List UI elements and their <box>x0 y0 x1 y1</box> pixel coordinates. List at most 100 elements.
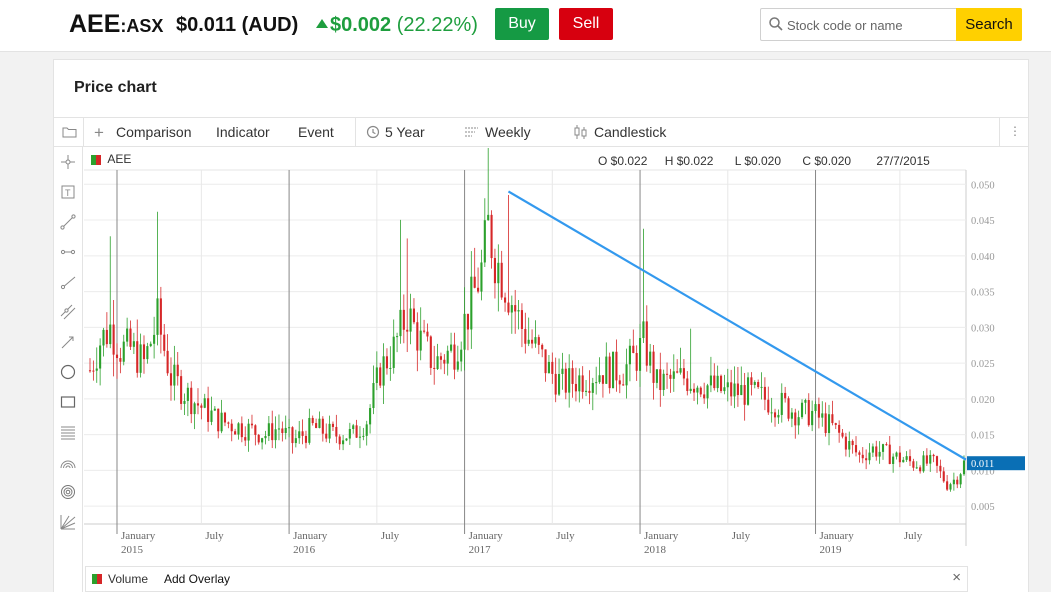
more-options-icon[interactable]: ⋮ <box>1009 124 1021 138</box>
chart-grid <box>84 169 967 546</box>
arrow-line-icon[interactable] <box>60 334 76 350</box>
fibonacci-icon[interactable] <box>60 424 76 440</box>
candle-down <box>426 331 429 337</box>
horizontal-line-icon[interactable] <box>60 244 76 260</box>
candle-up <box>527 339 530 344</box>
close-icon[interactable]: × <box>952 569 961 586</box>
candle-up <box>848 440 851 450</box>
candle-down <box>136 341 139 373</box>
fan-lines-icon[interactable] <box>60 514 76 530</box>
search-button[interactable]: Search <box>956 8 1022 41</box>
candle-down <box>338 436 341 445</box>
period-label: 5 Year <box>385 124 425 140</box>
candle-down <box>824 413 827 434</box>
candlestick-chart[interactable]: 0.050 0.045 0.040 0.035 0.030 0.025 0.020 0.015… <box>84 148 1028 564</box>
chart-style-label: Candlestick <box>594 124 667 140</box>
interval-selector[interactable]: Weekly <box>464 118 531 147</box>
candle-up <box>153 334 156 344</box>
candle-up <box>409 308 412 332</box>
y-tick-label: 0.025 <box>971 359 995 370</box>
card-title: Price chart <box>74 79 157 96</box>
candle-down <box>875 446 878 457</box>
candle-down <box>453 344 456 370</box>
candle-down <box>831 414 834 424</box>
add-overlay-button[interactable]: Add Overlay <box>164 572 231 586</box>
price-change-absolute: $0.002 <box>330 14 392 36</box>
comparison-button[interactable]: Comparison <box>116 124 192 140</box>
search-input[interactable] <box>787 13 953 37</box>
candle-up <box>821 413 824 418</box>
ray-line-icon[interactable] <box>60 274 76 290</box>
period-selector[interactable]: 5 Year <box>366 118 425 147</box>
candle-down <box>190 387 193 415</box>
candle-up <box>510 305 513 313</box>
candle-down <box>514 305 517 312</box>
chart-style-selector[interactable]: Candlestick <box>573 118 666 147</box>
candle-down <box>315 423 318 428</box>
candle-up <box>726 382 729 388</box>
candle-down <box>311 417 314 424</box>
candle-down <box>88 370 92 372</box>
y-tick-label: 0.035 <box>971 288 995 299</box>
crosshair-icon[interactable] <box>60 154 76 170</box>
candle-up <box>308 417 311 443</box>
candle-up <box>649 351 652 366</box>
fibonacci-arc-icon[interactable] <box>60 454 76 470</box>
candle-up <box>497 262 500 284</box>
candle-down <box>736 383 739 396</box>
x-tick-label: July <box>732 530 751 542</box>
rectangle-tool-icon[interactable] <box>60 394 76 410</box>
candle-down <box>632 345 635 353</box>
x-tick-year: 2015 <box>121 544 144 556</box>
candle-down <box>402 309 405 330</box>
event-button[interactable]: Event <box>298 124 334 140</box>
x-tick-year: 2019 <box>820 544 843 556</box>
candle-up <box>827 414 831 434</box>
candle-up <box>261 438 264 443</box>
candle-down <box>888 444 891 464</box>
plus-icon[interactable]: + <box>94 123 104 142</box>
candle-up <box>102 329 105 346</box>
folder-button[interactable] <box>62 118 77 147</box>
candle-up <box>598 375 601 383</box>
candle-up <box>294 438 297 444</box>
candle-down <box>665 373 669 375</box>
text-box-icon[interactable]: T <box>60 184 76 200</box>
fibonacci-circle-icon[interactable] <box>60 484 76 500</box>
indicator-button[interactable]: Indicator <box>216 124 270 140</box>
candle-up <box>902 459 905 463</box>
volume-color-icon <box>92 574 102 584</box>
candle-up <box>358 436 362 438</box>
last-price-label: 0.011 <box>971 459 994 470</box>
candle-up <box>881 444 885 452</box>
candle-down <box>254 425 257 435</box>
stock-symbol: AEE:ASX <box>69 10 163 39</box>
candle-up <box>716 375 719 389</box>
candle-up <box>790 412 793 419</box>
y-tick-label: 0.050 <box>971 180 995 191</box>
candle-down <box>730 382 733 397</box>
top-header: AEE:ASX $0.011 (AUD) $0.002 (22.22%) Buy… <box>0 0 1051 52</box>
candle-up <box>318 418 321 428</box>
line-segment-icon[interactable] <box>60 214 76 230</box>
candle-down <box>787 398 790 419</box>
candle-up <box>780 392 783 415</box>
x-tick-label: January <box>820 530 855 542</box>
candle-up <box>345 438 348 441</box>
last-price-tag <box>967 456 1025 471</box>
sell-button[interactable]: Sell <box>559 8 613 40</box>
candle-down <box>257 434 260 443</box>
candle-down <box>851 440 854 446</box>
candle-down <box>564 368 567 393</box>
candle-down <box>773 412 777 418</box>
candle-down <box>119 358 122 362</box>
buy-button[interactable]: Buy <box>495 8 549 40</box>
candle-up <box>419 330 422 351</box>
interval-icon <box>465 127 478 137</box>
candle-down <box>676 371 679 373</box>
circle-tool-icon[interactable] <box>60 364 76 380</box>
candle-down <box>439 356 443 360</box>
candle-up <box>740 385 743 396</box>
candle-down <box>331 423 335 427</box>
parallel-lines-icon[interactable] <box>60 304 76 320</box>
